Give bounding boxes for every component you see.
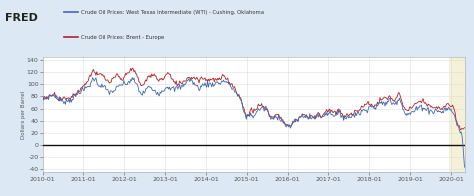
Bar (449, 57, 465, 172)
Y-axis label: Dollars per Barrel: Dollars per Barrel (21, 91, 27, 139)
Text: Crude Oil Prices: West Texas Intermediate (WTI) - Cushing, Oklahoma: Crude Oil Prices: West Texas Intermediat… (81, 10, 264, 15)
Text: Crude Oil Prices: Brent - Europe: Crude Oil Prices: Brent - Europe (81, 35, 164, 40)
Text: FRED: FRED (5, 13, 37, 23)
